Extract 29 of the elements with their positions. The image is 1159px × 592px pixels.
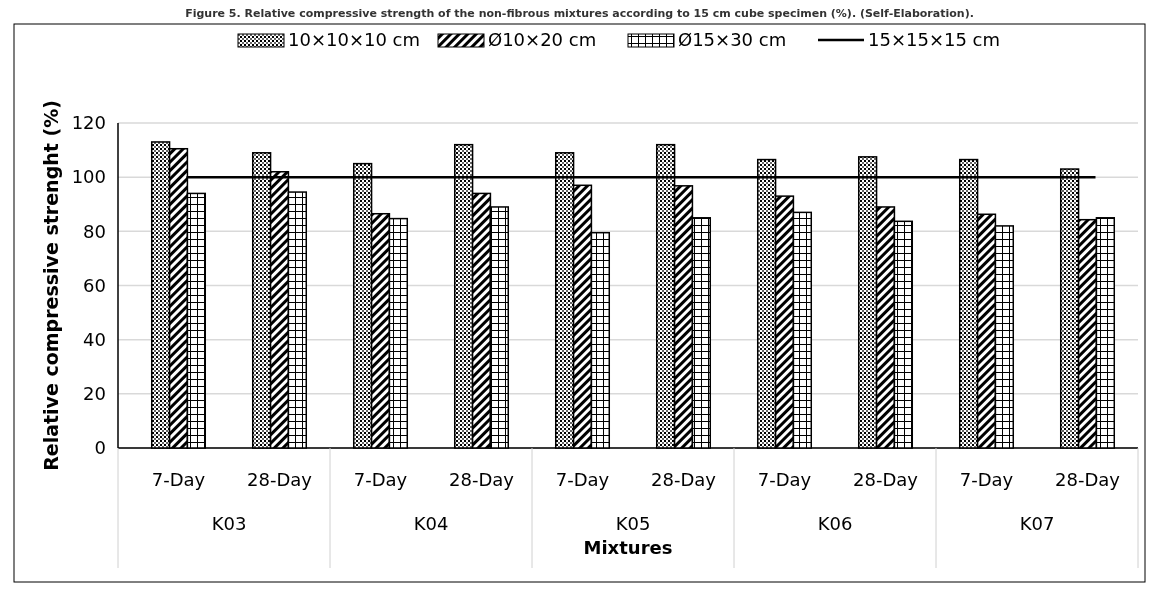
y-tick-label: 40 [83,328,106,350]
legend-label: 10×10×10 cm [288,29,421,51]
y-tick-label: 20 [83,383,106,405]
text: K05 [615,513,651,534]
x-tick-label: 7-Day [757,469,812,490]
y-tick-label: 80 [83,220,106,242]
legend-label: 15×15×15 cm [868,29,1001,51]
legend-label: Ø15×30 cm [678,29,787,51]
x-tick-label: 28-Day [247,469,313,490]
legend-label: Ø10×20 cm [488,29,597,51]
text: K07 [1019,513,1055,534]
x-axis-title: Mixtures [583,537,673,558]
y-axis-title: Relative compressive strenght (%) [40,100,62,471]
y-tick-label: 100 [71,166,106,188]
x-tick-label: 7-Day [555,469,610,490]
x-tick-label: 28-Day [1055,469,1121,490]
x-tick-label: 7-Day [353,469,408,490]
text: K06 [817,513,853,534]
chart-title: Figure 5. Relative compressive strength of the non-fibrous mixtures according to 15 cm cube specimen (%). (Self-Elaboration). [185,7,974,20]
y-tick-label: 120 [71,112,106,134]
x-tick-label: 28-Day [651,469,717,490]
x-tick-label: 7-Day [151,469,206,490]
text: K03 [211,513,247,534]
x-tick-label: 7-Day [959,469,1014,490]
x-tick-label: 28-Day [853,469,919,490]
y-tick-label: 0 [94,437,106,459]
y-tick-label: 60 [83,274,106,296]
x-tick-label: 28-Day [449,469,515,490]
text: K04 [413,513,449,534]
